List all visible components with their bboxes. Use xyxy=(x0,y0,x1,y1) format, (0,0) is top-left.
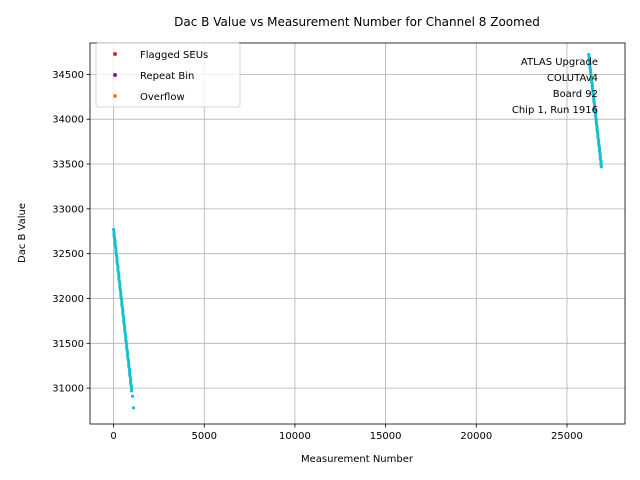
data-point xyxy=(130,386,134,390)
x-tick-label: 5000 xyxy=(192,431,217,442)
data-point xyxy=(123,333,128,337)
x-tick-label: 10000 xyxy=(279,431,311,442)
chart-title: Dac B Value vs Measurement Number for Ch… xyxy=(174,15,540,29)
data-point xyxy=(131,406,136,410)
data-point xyxy=(128,379,133,384)
data-point xyxy=(114,246,118,250)
annotation-line: Board 92 xyxy=(553,89,598,100)
data-point xyxy=(112,232,116,236)
data-point xyxy=(125,349,129,353)
data-point xyxy=(114,248,118,253)
data-point xyxy=(124,335,128,339)
data-point xyxy=(122,323,127,327)
legend-label: Flagged SEUs xyxy=(140,50,208,61)
legend: Flagged SEUs Repeat Bin Overflow xyxy=(95,42,241,108)
data-point xyxy=(122,316,126,320)
data-point xyxy=(121,307,125,311)
data-point xyxy=(118,281,122,285)
y-tick-label: 31000 xyxy=(52,384,84,395)
data-point xyxy=(118,283,122,288)
y-tick-label: 33000 xyxy=(52,204,84,215)
data-point xyxy=(125,342,129,346)
y-tick-label: 32000 xyxy=(52,294,84,305)
data-point xyxy=(599,165,603,169)
legend-label: Repeat Bin xyxy=(140,71,194,82)
data-point xyxy=(120,302,124,306)
data-point xyxy=(117,272,121,276)
data-points xyxy=(111,53,603,410)
plot-frame xyxy=(89,42,626,425)
data-point xyxy=(115,255,119,260)
data-point xyxy=(113,237,117,241)
data-point xyxy=(120,300,124,304)
y-tick-label: 32500 xyxy=(52,249,84,260)
data-point xyxy=(125,344,129,348)
legend-marker xyxy=(113,52,117,56)
data-point xyxy=(112,230,116,234)
x-tick-label: 0 xyxy=(110,431,116,442)
x-axis: 0 5000 10000 15000 20000 25000 xyxy=(110,424,583,442)
data-point xyxy=(113,239,117,243)
data-point xyxy=(120,298,124,302)
data-point xyxy=(119,293,123,297)
data-point xyxy=(128,370,132,374)
data-point xyxy=(127,368,132,372)
x-axis-title: Measurement Number xyxy=(301,454,414,465)
x-tick-label: 25000 xyxy=(551,431,583,442)
data-point xyxy=(116,267,120,271)
legend-marker xyxy=(113,73,117,77)
y-tick-label: 34000 xyxy=(52,115,84,126)
data-point xyxy=(122,319,126,323)
data-point xyxy=(127,361,131,365)
x-tick-label: 15000 xyxy=(370,431,402,442)
run-annotation: ATLAS Upgrade COLUTAv4 Board 92 Chip 1, Run… xyxy=(512,57,598,116)
data-point xyxy=(113,241,117,246)
data-point xyxy=(126,358,131,363)
data-point xyxy=(126,351,130,356)
legend-frame xyxy=(95,42,241,108)
data-point xyxy=(126,354,130,358)
data-point xyxy=(117,274,121,278)
y-tick-label: 33500 xyxy=(52,160,84,171)
data-point xyxy=(121,309,125,313)
y-axis: 31000 31500 32000 32500 33000 33500 34000 34500 xyxy=(52,70,90,395)
y-axis-title: Dac B Value xyxy=(17,203,28,263)
data-point xyxy=(128,377,133,381)
data-point xyxy=(123,326,127,330)
data-point xyxy=(119,291,123,295)
y-tick-label: 31500 xyxy=(52,339,84,350)
y-tick-label: 34500 xyxy=(52,70,84,81)
data-point xyxy=(115,258,119,262)
annotation-line: COLUTAv4 xyxy=(547,73,598,84)
legend-label: Overflow xyxy=(140,92,185,103)
data-point xyxy=(123,328,127,332)
legend-marker xyxy=(113,94,117,98)
annotation-line: Chip 1, Run 1916 xyxy=(512,105,598,116)
data-point xyxy=(131,394,135,398)
annotation-line: ATLAS Upgrade xyxy=(521,57,598,68)
data-point xyxy=(129,389,134,393)
x-tick-label: 20000 xyxy=(460,431,492,442)
data-point xyxy=(116,265,120,269)
grid-lines xyxy=(90,43,625,424)
